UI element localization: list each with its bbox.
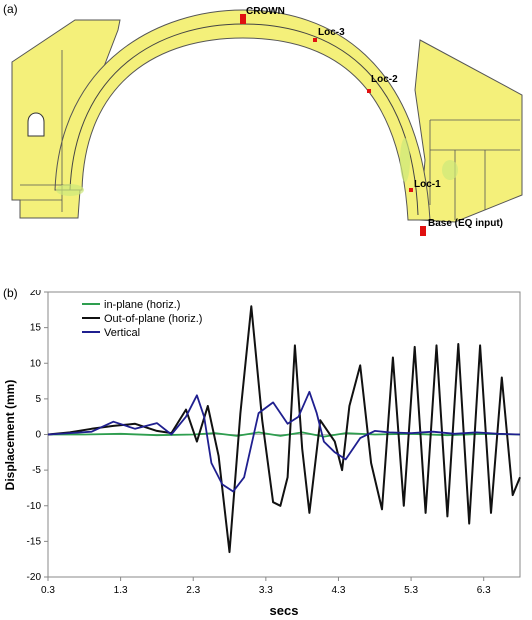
loc1-marker [409, 188, 413, 192]
x-axis-label: secs [270, 603, 299, 618]
y-tick-label: -20 [27, 572, 42, 583]
y-tick-label: -15 [27, 536, 42, 547]
window-opening [27, 112, 45, 137]
series-line-1 [47, 305, 521, 554]
arch-barrel [54, 9, 431, 221]
loc3-label: Loc-3 [318, 27, 345, 38]
arch-body [11, 9, 523, 223]
y-tick-label: 15 [30, 323, 42, 334]
right-abutment [414, 39, 523, 223]
legend: in-plane (horiz.) Out-of-plane (horiz.) Ve… [82, 299, 202, 339]
y-tick-label: 10 [30, 358, 42, 369]
y-tick-label: 5 [35, 394, 41, 405]
series-line-0 [48, 431, 521, 438]
y-axis-label: Displacement (mm) [3, 380, 17, 491]
x-tick-label: 4.3 [332, 585, 346, 596]
panel-b-label: (b) [3, 286, 18, 300]
y-tick-label: -5 [32, 465, 41, 476]
base-marker [420, 226, 426, 236]
arch-model-drawing: CROWN Loc-3 Loc-2 Loc-1 Base (EQ input) [11, 6, 523, 236]
marker-layer: CROWN Loc-3 Loc-2 Loc-1 Base (EQ input) [240, 6, 503, 236]
x-tick-label: 1.3 [114, 585, 128, 596]
y-tick-label: 0 [35, 430, 41, 441]
arch-inner-line [69, 23, 419, 216]
green-patch [442, 160, 458, 180]
legend-label: Vertical [104, 327, 140, 339]
green-patch [400, 138, 410, 182]
x-tick-label: 5.3 [404, 585, 418, 596]
x-tick-label: 0.3 [41, 585, 55, 596]
x-tick-label: 2.3 [186, 585, 200, 596]
y-tick-label: 20 [30, 290, 42, 298]
loc2-marker [367, 89, 371, 93]
base-label: Base (EQ input) [428, 218, 503, 229]
right-structure-lines [429, 119, 520, 220]
x-tick-label: 3.3 [259, 585, 273, 596]
loc2-label: Loc-2 [371, 74, 398, 85]
crown-marker [240, 14, 246, 24]
legend-label: Out-of-plane (horiz.) [104, 313, 202, 325]
displacement-chart: 0.3 1.3 2.3 3.3 4.3 5.3 6.3 -20 -15 -10 -5 0 5 10 15 20… [3, 290, 521, 618]
panel-a-label: (a) [3, 2, 18, 16]
legend-label: in-plane (horiz.) [104, 299, 180, 311]
series-line-2 [47, 390, 521, 493]
loc3-marker [313, 38, 317, 42]
green-patch [56, 184, 84, 196]
x-tick-label: 6.3 [477, 585, 491, 596]
crown-label: CROWN [246, 6, 285, 17]
left-structure-lines [20, 50, 70, 212]
y-tick-label: -10 [27, 501, 42, 512]
loc1-label: Loc-1 [414, 179, 441, 190]
